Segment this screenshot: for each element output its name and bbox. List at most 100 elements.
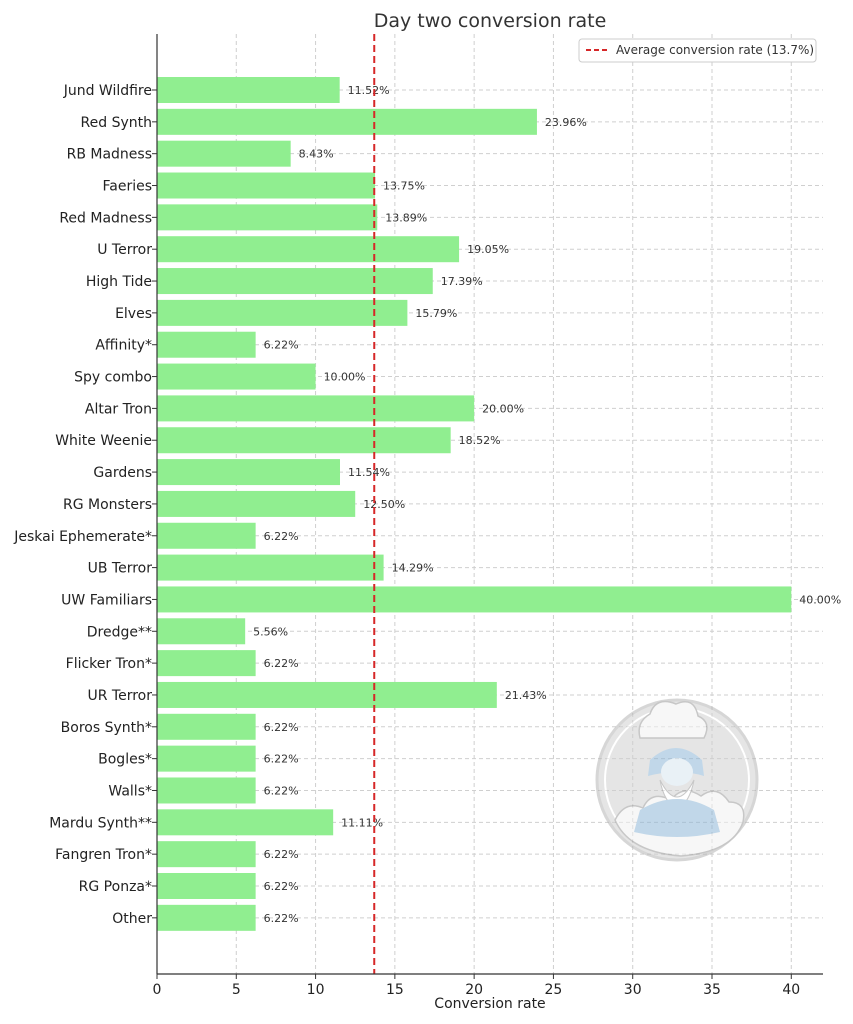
bar: [157, 618, 246, 645]
bar-value-label: 6.22%: [264, 784, 299, 797]
bar-value-label: 12.50%: [363, 498, 405, 511]
bar: [157, 172, 376, 199]
legend: Average conversion rate (13.7%): [578, 38, 817, 63]
bar-value-label: 6.22%: [264, 339, 299, 352]
bar-value-label: 23.96%: [545, 116, 587, 129]
bar-value-label: 20.00%: [482, 402, 524, 415]
bar: [157, 586, 792, 613]
bar: [157, 299, 408, 326]
x-tick-label: 5: [232, 982, 241, 998]
bar-value-label: 6.22%: [264, 657, 299, 670]
category-label: Boros Synth*: [61, 720, 152, 736]
category-label: Spy combo: [74, 370, 152, 386]
category-label: RG Monsters: [63, 497, 152, 513]
x-tick-label: 35: [703, 982, 721, 998]
bar: [157, 522, 256, 549]
bar-value-label: 6.22%: [264, 530, 299, 543]
category-label: White Weenie: [55, 433, 152, 449]
bar: [157, 650, 256, 677]
category-label: Other: [112, 911, 152, 927]
bar: [157, 236, 460, 263]
x-tick-label: 10: [307, 982, 325, 998]
bar: [157, 77, 340, 103]
category-label: Flicker Tron*: [66, 656, 152, 672]
bar: [157, 681, 497, 708]
x-tick-label: 15: [386, 982, 404, 998]
category-label: UW Familiars: [61, 592, 152, 608]
bar-value-label: 10.00%: [324, 371, 366, 384]
bar-value-label: 19.05%: [467, 243, 509, 256]
bar-value-label: 11.52%: [348, 84, 390, 97]
category-label: Walls*: [108, 783, 152, 799]
x-tick-label: 0: [153, 982, 162, 998]
bar: [157, 459, 340, 486]
legend-label: Average conversion rate (13.7%): [616, 43, 814, 57]
bar-value-label: 13.75%: [383, 180, 425, 193]
category-label: RB Madness: [67, 147, 152, 163]
grid-lines: [157, 34, 823, 974]
category-labels: Jund Wildfire Red Synth RB Madness Faeries R…: [13, 83, 157, 927]
x-tick-label: 30: [624, 982, 642, 998]
category-label: Faeries: [102, 179, 152, 195]
category-label: Fangren Tron*: [55, 847, 152, 863]
bar-value-label: 6.22%: [264, 880, 299, 893]
category-label: Jeskai Ephemerate*: [13, 529, 152, 545]
bar: [157, 841, 256, 868]
bar-value-label: 21.43%: [505, 689, 547, 702]
bar: [157, 427, 451, 454]
chart-title: Day two conversion rate: [374, 10, 607, 32]
bar: [157, 809, 334, 836]
bar-value-label: 8.43%: [299, 148, 334, 161]
bars: [157, 77, 792, 931]
bar-value-label: 11.54%: [348, 466, 390, 479]
category-label: U Terror: [97, 242, 152, 258]
value-labels: 11.52% 23.96% 8.43% 13.75% 13.89% 19.05% 17.39…: [253, 84, 841, 925]
bar: [157, 331, 256, 358]
bar-value-label: 5.56%: [253, 625, 288, 638]
category-label: Altar Tron: [85, 401, 152, 417]
category-label: Affinity*: [95, 338, 152, 354]
bar: [157, 204, 378, 231]
bar: [157, 490, 356, 517]
category-label: Red Synth: [81, 115, 152, 131]
bar: [157, 713, 256, 740]
bar-value-label: 14.29%: [392, 562, 434, 575]
bar-value-label: 15.79%: [415, 307, 457, 320]
bar: [157, 268, 433, 295]
bar: [157, 140, 291, 167]
category-label: Bogles*: [98, 752, 152, 768]
bar: [157, 108, 537, 135]
bearded-sage-logo: [595, 698, 759, 862]
bar-value-label: 40.00%: [799, 593, 841, 606]
bar-value-label: 6.22%: [264, 912, 299, 925]
x-tick-label: 25: [545, 982, 563, 998]
bar: [157, 395, 475, 422]
x-axis-ticks: 0 5 10 15 20 25 30 35 40: [153, 974, 800, 998]
category-label: RG Ponza*: [79, 879, 152, 895]
category-label: Red Madness: [59, 210, 152, 226]
bar: [157, 554, 384, 581]
bar-value-label: 6.22%: [264, 848, 299, 861]
category-label: UB Terror: [88, 561, 153, 577]
category-label: Dredge**: [87, 624, 152, 640]
bar: [157, 777, 256, 804]
bar-value-label: 6.22%: [264, 721, 299, 734]
category-label: Mardu Synth**: [49, 815, 152, 831]
bar: [157, 904, 256, 931]
bar-value-label: 11.11%: [341, 816, 383, 829]
category-label: Jund Wildfire: [63, 83, 152, 99]
category-label: Elves: [115, 306, 152, 322]
category-label: High Tide: [86, 274, 152, 290]
bar-value-label: 13.89%: [385, 211, 427, 224]
bar-value-label: 18.52%: [459, 434, 501, 447]
bar-value-label: 17.39%: [441, 275, 483, 288]
bar: [157, 873, 256, 899]
x-axis-title: Conversion rate: [434, 996, 545, 1012]
bar: [157, 745, 256, 772]
x-tick-label: 20: [465, 982, 483, 998]
bar-value-label: 6.22%: [264, 753, 299, 766]
legend-box: [578, 38, 817, 63]
bar: [157, 363, 316, 390]
x-tick-label: 40: [782, 982, 800, 998]
